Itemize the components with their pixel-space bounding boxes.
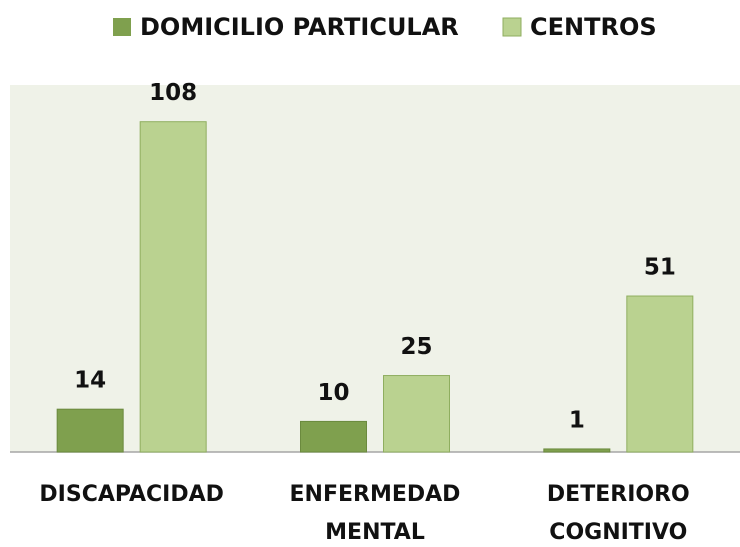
data-label: 14 <box>74 368 106 394</box>
legend-label: CENTROS <box>530 13 657 41</box>
bar <box>383 375 450 453</box>
legend-swatch <box>113 18 131 36</box>
x-tick-label: DETERIORO COGNITIVO <box>547 482 690 545</box>
bar <box>626 295 694 453</box>
legend-label: DOMICILIO PARTICULAR <box>140 13 459 41</box>
data-label: 10 <box>317 380 349 406</box>
bar <box>56 408 124 453</box>
bar <box>543 448 611 453</box>
bar <box>300 420 367 453</box>
data-label: 51 <box>644 255 676 281</box>
legend-swatch <box>502 17 522 37</box>
plot-area <box>10 85 740 452</box>
data-label: 25 <box>400 334 432 360</box>
x-tick-label: DISCAPACIDAD <box>39 482 223 507</box>
data-label: 1 <box>569 407 585 433</box>
data-label: 108 <box>149 80 197 106</box>
bar <box>139 121 207 453</box>
x-tick-label: ENFERMEDAD MENTAL <box>290 482 461 545</box>
